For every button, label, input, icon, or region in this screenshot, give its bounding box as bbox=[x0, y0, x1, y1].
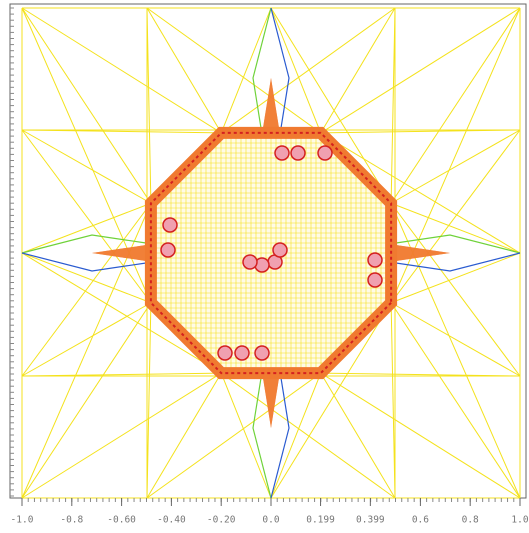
refined-blob bbox=[255, 346, 269, 360]
refined-blob bbox=[275, 146, 289, 160]
refined-blob bbox=[161, 243, 175, 257]
x-tick-label: 0.6 bbox=[412, 515, 429, 526]
refined-blob bbox=[163, 218, 177, 232]
x-tick-label: 1.0 bbox=[511, 515, 528, 526]
page: {"chart_data": {"type": "mesh", "xlim": … bbox=[0, 0, 529, 533]
refined-blob bbox=[318, 146, 332, 160]
x-tick-label: 0.399 bbox=[356, 515, 385, 526]
x-tick-label: -0.40 bbox=[157, 515, 186, 526]
mesh-plot: -1.0 -0.8 -0.60 -0.40 -0.20 0.0 0.199 0.399 0.6 0… bbox=[0, 0, 529, 533]
refined-blob bbox=[291, 146, 305, 160]
x-tick-label: 0.8 bbox=[462, 515, 479, 526]
x-tick-label: -0.8 bbox=[60, 515, 83, 526]
x-tick-label: -1.0 bbox=[11, 515, 34, 526]
x-tick-label: 0.199 bbox=[306, 515, 335, 526]
refined-blob bbox=[368, 253, 382, 267]
refined-blob bbox=[273, 243, 287, 257]
refined-blob bbox=[368, 273, 382, 287]
x-tick-label: 0.0 bbox=[262, 515, 279, 526]
refined-blob bbox=[218, 346, 232, 360]
refined-blob bbox=[243, 255, 257, 269]
x-tick-label: -0.60 bbox=[107, 515, 136, 526]
refined-blob bbox=[235, 346, 249, 360]
x-tick-label: -0.20 bbox=[207, 515, 236, 526]
